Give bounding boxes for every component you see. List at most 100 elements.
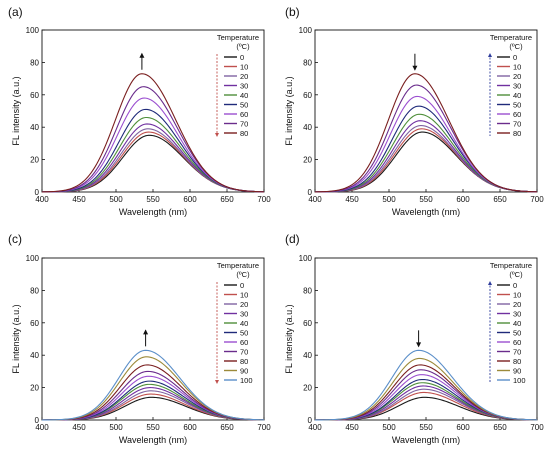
legend-unit: (ºC) bbox=[509, 42, 523, 51]
series-line-40 bbox=[42, 383, 265, 421]
x-tick-label: 550 bbox=[419, 195, 433, 204]
series-line-100 bbox=[315, 349, 538, 421]
legend-entry: 80 bbox=[513, 357, 521, 366]
series-line-0 bbox=[315, 131, 538, 193]
trend-arrow-head bbox=[412, 65, 418, 71]
legend-entry: 30 bbox=[513, 310, 521, 319]
x-tick-label: 550 bbox=[146, 423, 160, 432]
x-tick-label: 400 bbox=[308, 195, 322, 204]
legend-entry: 0 bbox=[513, 53, 517, 62]
x-axis-label: Wavelength (nm) bbox=[392, 435, 460, 445]
x-tick-label: 650 bbox=[220, 195, 234, 204]
series-line-20 bbox=[41, 128, 265, 193]
y-tick-label: 0 bbox=[308, 188, 313, 197]
legend-entry: 100 bbox=[513, 376, 526, 385]
x-tick-label: 500 bbox=[109, 195, 123, 204]
legend-entry: 20 bbox=[240, 300, 248, 309]
y-tick-label: 60 bbox=[303, 319, 312, 328]
legend-entry: 90 bbox=[513, 367, 521, 376]
series-line-80 bbox=[41, 73, 265, 193]
legend-entry: 60 bbox=[513, 338, 521, 347]
panel-label: (a) bbox=[8, 5, 23, 19]
series-line-70 bbox=[314, 84, 538, 193]
trend-arrow-head bbox=[143, 329, 149, 335]
legend-entry: 70 bbox=[513, 120, 521, 129]
legend-entry: 30 bbox=[513, 82, 521, 91]
series-line-10 bbox=[42, 393, 265, 421]
x-tick-label: 600 bbox=[183, 423, 197, 432]
legend-entry: 0 bbox=[240, 53, 244, 62]
x-axis-label: Wavelength (nm) bbox=[119, 207, 187, 217]
panel-b: (b)400 450 500 550 600 650 700020406080100Wave… bbox=[284, 5, 544, 217]
legend-entry: 70 bbox=[240, 348, 248, 357]
plot-frame bbox=[41, 257, 265, 421]
series-line-70 bbox=[41, 86, 265, 193]
series-line-30 bbox=[314, 120, 538, 193]
legend-entry: 30 bbox=[240, 82, 248, 91]
y-tick-label: 0 bbox=[308, 416, 313, 425]
legend-arrow-head bbox=[488, 53, 492, 57]
series-line-50 bbox=[41, 108, 265, 193]
series-line-20 bbox=[314, 125, 538, 193]
y-tick-label: 40 bbox=[30, 351, 39, 360]
y-tick-label: 100 bbox=[26, 254, 40, 263]
trend-arrow-head bbox=[139, 52, 145, 58]
series-line-20 bbox=[42, 390, 265, 421]
y-tick-label: 60 bbox=[30, 319, 39, 328]
x-tick-label: 450 bbox=[72, 195, 86, 204]
x-axis-label: Wavelength (nm) bbox=[119, 435, 187, 445]
legend-entry: 60 bbox=[240, 338, 248, 347]
legend-entry: 50 bbox=[513, 329, 521, 338]
x-tick-label: 450 bbox=[72, 423, 86, 432]
series-line-100 bbox=[42, 349, 265, 421]
legend-entry: 60 bbox=[240, 110, 248, 119]
legend-arrow-head bbox=[215, 133, 219, 137]
x-tick-label: 650 bbox=[493, 423, 507, 432]
x-tick-label: 700 bbox=[530, 423, 544, 432]
y-tick-label: 100 bbox=[299, 26, 313, 35]
y-tick-label: 60 bbox=[30, 91, 39, 100]
y-tick-label: 0 bbox=[35, 188, 40, 197]
y-axis-label: FL intensity (a.u.) bbox=[284, 76, 294, 145]
y-tick-label: 80 bbox=[303, 286, 312, 295]
panel-c: (c)400 450 500 550 600 650 700020406080100Wave… bbox=[8, 232, 271, 445]
legend-entry: 10 bbox=[240, 291, 248, 300]
y-tick-label: 100 bbox=[299, 254, 313, 263]
x-tick-label: 700 bbox=[257, 423, 271, 432]
legend-entry: 60 bbox=[513, 110, 521, 119]
legend-entry: 10 bbox=[513, 291, 521, 300]
legend-unit: (ºC) bbox=[509, 270, 523, 279]
y-axis-label: FL intensity (a.u.) bbox=[11, 76, 21, 145]
legend-entry: 20 bbox=[513, 300, 521, 309]
legend-entry: 40 bbox=[513, 319, 521, 328]
legend-entry: 80 bbox=[240, 357, 248, 366]
legend-entry: 40 bbox=[240, 91, 248, 100]
x-tick-label: 500 bbox=[382, 423, 396, 432]
legend-entry: 70 bbox=[240, 120, 248, 129]
y-axis-label: FL intensity (a.u.) bbox=[11, 304, 21, 373]
panel-label: (d) bbox=[285, 232, 300, 246]
legend-entry: 80 bbox=[513, 129, 521, 138]
legend-entry: 20 bbox=[240, 72, 248, 81]
y-axis-label: FL intensity (a.u.) bbox=[284, 304, 294, 373]
panel-a: (a)400 450 500 550 600 650 700020406080100Wave… bbox=[8, 5, 271, 217]
series-line-10 bbox=[314, 128, 538, 193]
legend-entry: 10 bbox=[513, 63, 521, 72]
legend-entry: 40 bbox=[240, 319, 248, 328]
y-tick-label: 80 bbox=[303, 58, 312, 67]
legend-entry: 50 bbox=[240, 329, 248, 338]
y-tick-label: 40 bbox=[30, 123, 39, 132]
legend-entry: 50 bbox=[240, 101, 248, 110]
legend-title: Temperature bbox=[217, 33, 259, 42]
y-tick-label: 20 bbox=[303, 156, 312, 165]
y-tick-label: 40 bbox=[303, 123, 312, 132]
x-tick-label: 400 bbox=[308, 423, 322, 432]
legend-title: Temperature bbox=[490, 33, 532, 42]
legend-entry: 50 bbox=[513, 101, 521, 110]
series-line-60 bbox=[314, 95, 538, 193]
legend-entry: 70 bbox=[513, 348, 521, 357]
x-tick-label: 400 bbox=[35, 423, 49, 432]
y-tick-label: 60 bbox=[303, 91, 312, 100]
x-tick-label: 450 bbox=[345, 423, 359, 432]
